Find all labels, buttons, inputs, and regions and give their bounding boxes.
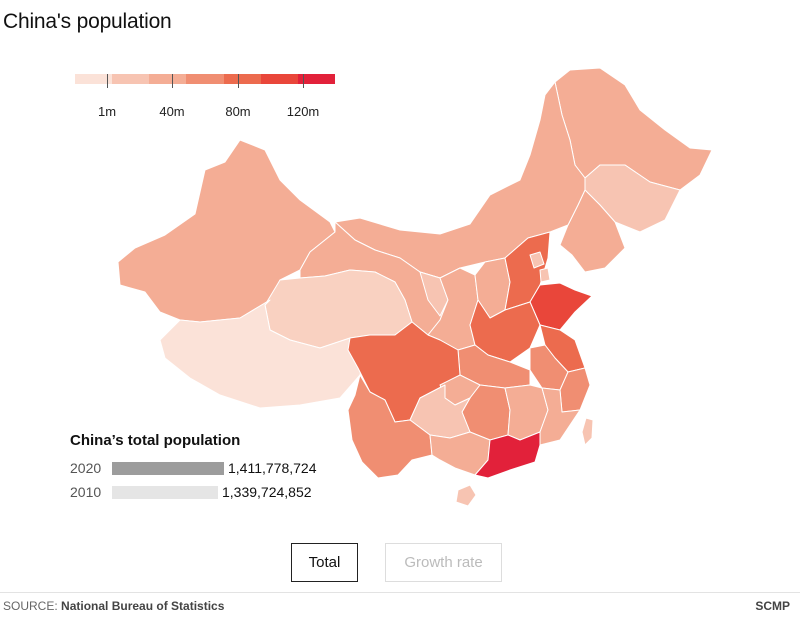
total-population-panel: China’s total population 2020 1,411,778,… <box>70 432 370 503</box>
population-value: 1,411,778,724 <box>228 460 317 476</box>
growth-rate-button[interactable]: Growth rate <box>385 543 502 582</box>
population-year: 2020 <box>70 460 102 476</box>
legend-swatch-6 <box>297 74 335 84</box>
legend-swatch-0 <box>75 74 113 84</box>
legend-swatch-3 <box>186 74 224 84</box>
source-credit: SOURCE: National Bureau of Statistics <box>3 599 224 613</box>
population-year: 2010 <box>70 484 102 500</box>
legend-tick-mark <box>238 74 239 88</box>
total-button[interactable]: Total <box>291 543 358 582</box>
footer-divider <box>0 592 800 593</box>
brand-logo: SCMP <box>755 599 790 613</box>
legend-tick-label: 1m <box>97 104 117 119</box>
province-yunnan[interactable] <box>347 374 433 479</box>
legend-scale <box>75 74 335 84</box>
population-row: 2020 1,411,778,724 <box>70 457 370 479</box>
legend-tick-label: 80m <box>225 104 251 119</box>
color-legend: 1m 40m 80m 120m <box>75 74 335 119</box>
population-value: 1,339,724,852 <box>222 484 312 500</box>
province-taiwan[interactable] <box>581 417 594 446</box>
province-tianjin[interactable] <box>539 267 551 283</box>
legend-swatch-5 <box>260 74 298 84</box>
legend-tick-mark <box>107 74 108 88</box>
province-fujian[interactable] <box>539 387 581 446</box>
source-label: SOURCE: <box>3 599 58 613</box>
legend-tick-mark <box>172 74 173 88</box>
legend-swatch-2 <box>149 74 187 84</box>
province-hainan[interactable] <box>455 484 477 507</box>
total-population-title: China’s total population <box>70 432 241 449</box>
legend-swatch-1 <box>112 74 150 84</box>
legend-tick-label: 120m <box>286 104 320 119</box>
source-name: National Bureau of Statistics <box>61 599 225 613</box>
province-guangdong[interactable] <box>474 431 541 479</box>
page-title: China's population <box>3 10 172 33</box>
population-bar <box>112 485 218 499</box>
province-ningxia[interactable] <box>419 271 449 317</box>
legend-tick-mark <box>303 74 304 88</box>
population-bar <box>112 461 224 475</box>
legend-swatch-4 <box>223 74 261 84</box>
legend-tick-label: 40m <box>159 104 185 119</box>
province-beijing[interactable] <box>529 251 545 269</box>
population-row: 2010 1,339,724,852 <box>70 481 370 503</box>
